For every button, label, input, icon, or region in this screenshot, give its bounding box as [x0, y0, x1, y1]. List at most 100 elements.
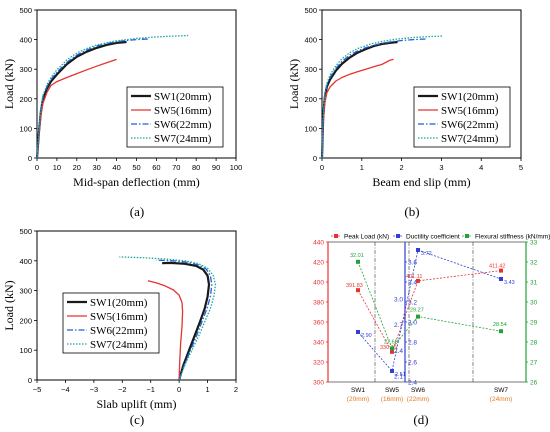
category-sublabel: (16mm) — [381, 396, 403, 403]
category-label: SW1 — [351, 387, 365, 394]
x-tick-label: −2 — [118, 385, 127, 394]
legend-label: SW1(20mm) — [154, 91, 212, 103]
data-label: 411.42 — [489, 264, 505, 270]
panel-c-slab-uplift: −5 −4 −3 −2 −1 0 1 2 0 100 200 300 400 500 Slab uplift… — [2, 227, 238, 411]
x-tick-label: 20 — [73, 163, 81, 172]
left-tick-label: 380 — [313, 300, 324, 307]
y-axis-label: Load (kN) — [2, 59, 16, 109]
data-label: 27.68 — [384, 339, 398, 345]
series-line-sw6 — [156, 259, 213, 381]
mid-tick-label: 3.4 — [408, 280, 417, 287]
data-label: 29.27 — [410, 308, 424, 314]
data-label: 330.19 — [380, 345, 397, 351]
legend-label: SW1(20mm) — [441, 91, 499, 103]
data-point — [499, 329, 503, 334]
mid-tick-label: 2.6 — [408, 360, 417, 367]
left-tick-label: 420 — [313, 260, 324, 267]
x-axis-label: Mid-span deflection (mm) — [73, 175, 200, 189]
y-tick-label: 200 — [19, 316, 32, 325]
left-tick-label: 400 — [313, 280, 324, 287]
y-tick-label: 400 — [19, 257, 32, 266]
x-tick-label: 70 — [172, 163, 180, 172]
x-tick-label: 40 — [112, 163, 120, 172]
data-point — [390, 346, 394, 351]
legend-label: SW1(20mm) — [90, 297, 148, 309]
mid-tick-label-secondary: 2.4 — [394, 348, 403, 355]
right-tick-label: 28 — [530, 340, 538, 347]
x-tick-label: −3 — [90, 385, 99, 394]
legend-label: SW5(16mm) — [441, 105, 499, 117]
legend-label: Peak Load (kN) — [344, 234, 389, 241]
left-tick-label: 440 — [313, 240, 324, 247]
series-line-peak-load — [357, 270, 502, 353]
series-line-sw5 — [147, 280, 184, 381]
y-tick-label: 300 — [304, 65, 317, 74]
data-label: 391.83 — [346, 283, 363, 289]
x-tick-label: −4 — [61, 385, 70, 394]
data-point — [416, 248, 420, 252]
left-tick-label: 320 — [313, 360, 324, 367]
series-line-sw1 — [320, 40, 398, 159]
panel-b-beam-end-slip: 0 1 2 3 4 5 0 100 200 300 400 500 Beam end slip (mm)… — [287, 6, 523, 189]
data-label: 2.51 — [395, 372, 406, 378]
x-tick-label: 30 — [93, 163, 101, 172]
category-label: SW7 — [494, 387, 508, 394]
data-point — [390, 369, 394, 373]
caption-d: (d) — [413, 412, 428, 427]
legend-label: SW7(24mm) — [154, 133, 212, 145]
mid-tick-label: 3.2 — [408, 300, 417, 307]
mid-tick-label: 3.6 — [408, 260, 417, 267]
right-tick-label: 33 — [530, 240, 538, 247]
plot-frame — [36, 230, 237, 381]
left-tick-label: 340 — [313, 340, 324, 347]
x-tick-label: 3 — [439, 163, 443, 172]
x-tick-label: 0 — [35, 163, 39, 172]
category-sublabel: (22mm) — [407, 396, 429, 403]
legend-marker — [396, 234, 400, 238]
data-point — [356, 330, 360, 334]
y-tick-label: 500 — [19, 6, 32, 15]
legend-marker — [465, 234, 469, 238]
x-tick-label: 60 — [152, 163, 160, 172]
data-label: 401.11 — [406, 274, 422, 280]
x-tick-label: 50 — [132, 163, 140, 172]
data-label: 3.43 — [504, 280, 515, 286]
y-tick-label: 0 — [28, 154, 32, 163]
legend-label: SW5(16mm) — [154, 105, 212, 117]
legend-label: Flexural stiffness (kN/mm) — [475, 234, 550, 241]
mid-tick-label: 2.8 — [408, 340, 417, 347]
x-tick-label: 5 — [519, 163, 523, 172]
caption-a: (a) — [130, 204, 144, 219]
x-tick-label: −1 — [146, 385, 155, 394]
panel-d-performance-comparison: 300 320 340 360 380 400 420 440 26 27 28 29 30 31 32 33… — [313, 234, 550, 404]
data-label: 3.72 — [421, 251, 432, 257]
x-tick-label: 100 — [230, 163, 243, 172]
y-tick-label: 500 — [19, 227, 32, 236]
mid-tick-label-secondary: 2.1 — [394, 374, 403, 381]
x-tick-label: 0 — [320, 163, 324, 172]
data-point — [499, 268, 503, 273]
legend-label: SW7(24mm) — [90, 339, 148, 351]
category-sublabel: (24mm) — [490, 396, 512, 403]
series-line-sw7 — [321, 35, 444, 159]
y-tick-label: 0 — [313, 154, 317, 163]
data-label: 2.90 — [361, 333, 372, 339]
caption-c: (c) — [130, 412, 144, 427]
data-point — [390, 349, 394, 354]
plot-frame — [321, 9, 522, 159]
mid-tick-label: 2.4 — [408, 380, 417, 387]
panel-a-mid-span-deflection: 0 10 20 30 40 50 60 70 80 90 100 0 100 200 300 400 500 Mi… — [2, 6, 242, 189]
series-line-stiffness — [357, 261, 502, 350]
right-tick-label: 27 — [530, 360, 538, 367]
series-line-sw1 — [35, 40, 127, 159]
y-tick-label: 200 — [304, 95, 317, 104]
right-tick-label: 26 — [530, 380, 538, 387]
x-axis-label: Beam end slip (mm) — [372, 175, 470, 189]
right-tick-label: 32 — [530, 260, 538, 267]
category-label: SW6 — [411, 387, 425, 394]
x-tick-label: 80 — [192, 163, 200, 172]
series-line-sw7 — [119, 256, 217, 381]
data-point — [416, 314, 420, 319]
y-tick-label: 100 — [19, 346, 32, 355]
